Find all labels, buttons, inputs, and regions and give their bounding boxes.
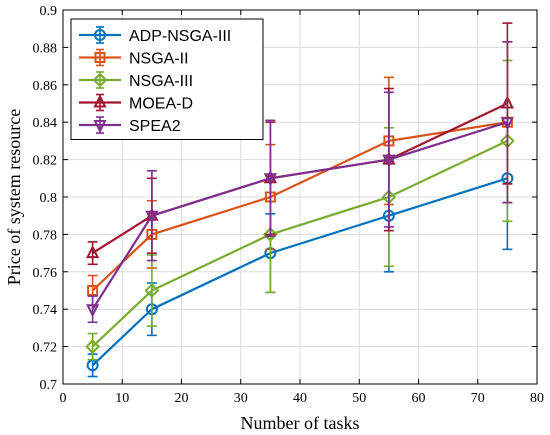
legend-item: ADP-NSGA-III <box>79 26 231 45</box>
grid <box>62 9 538 385</box>
legend: ADP-NSGA-III NSGA-II NSGA-III MOEA-D SPEA2 <box>70 18 264 140</box>
y-tick-label: 0.88 <box>33 41 58 56</box>
data-point <box>86 304 100 318</box>
series-spea2 <box>86 40 514 324</box>
legend-marker <box>94 52 106 63</box>
data-point <box>87 285 99 296</box>
legend-label: SPEA2 <box>129 118 181 135</box>
y-tick-label: 0.76 <box>33 266 58 281</box>
x-tick-label: 20 <box>175 391 189 406</box>
y-tick-label: 0.82 <box>33 154 58 169</box>
y-tick-label: 0.84 <box>33 116 58 131</box>
data-point <box>85 339 101 355</box>
data-point <box>145 210 159 224</box>
x-tick-label: 80 <box>530 391 544 406</box>
y-tick-label: 0.78 <box>33 228 58 243</box>
legend-label: MOEA-D <box>129 96 193 113</box>
x-tick-label: 0 <box>60 391 67 406</box>
axis-ticks: 0 10 20 30 40 50 60 70 80 0.7 0.72 0.74 0.76 0.78 0.8 0… <box>33 4 545 406</box>
x-tick-label: 10 <box>115 391 129 406</box>
y-axis-label: Price of system resource <box>4 109 24 285</box>
y-tick-label: 0.86 <box>33 79 58 94</box>
y-tick-label: 0.7 <box>40 378 58 393</box>
x-tick-label: 40 <box>293 391 307 406</box>
plot-frame <box>62 9 538 385</box>
data-point <box>263 173 277 187</box>
legend-label: NSGA-III <box>129 73 193 90</box>
data-point <box>382 154 396 168</box>
x-tick-label: 50 <box>352 391 366 406</box>
x-tick-label: 70 <box>471 391 485 406</box>
x-tick-label: 30 <box>234 391 248 406</box>
data-point <box>86 244 100 259</box>
legend-item: MOEA-D <box>79 93 193 113</box>
data-point <box>262 226 278 242</box>
legend-label: NSGA-II <box>129 51 189 68</box>
data-point <box>144 283 160 298</box>
y-tick-label: 0.74 <box>33 303 58 318</box>
x-axis-label: Number of tasks <box>241 413 360 433</box>
y-tick-label: 0.72 <box>33 341 58 356</box>
legend-item: NSGA-III <box>79 71 193 90</box>
legend-marker <box>94 29 106 41</box>
legend-item: SPEA2 <box>79 116 181 135</box>
series-group <box>85 22 515 378</box>
y-tick-label: 0.8 <box>40 191 58 206</box>
legend-label: ADP-NSGA-III <box>129 28 231 45</box>
data-point <box>500 117 514 131</box>
legend-marker <box>93 94 107 108</box>
legend-item: NSGA-II <box>79 48 189 68</box>
legend-marker <box>92 72 108 88</box>
x-tick-label: 60 <box>412 391 426 406</box>
legend-marker <box>93 120 107 134</box>
y-tick-label: 0.9 <box>40 4 58 19</box>
